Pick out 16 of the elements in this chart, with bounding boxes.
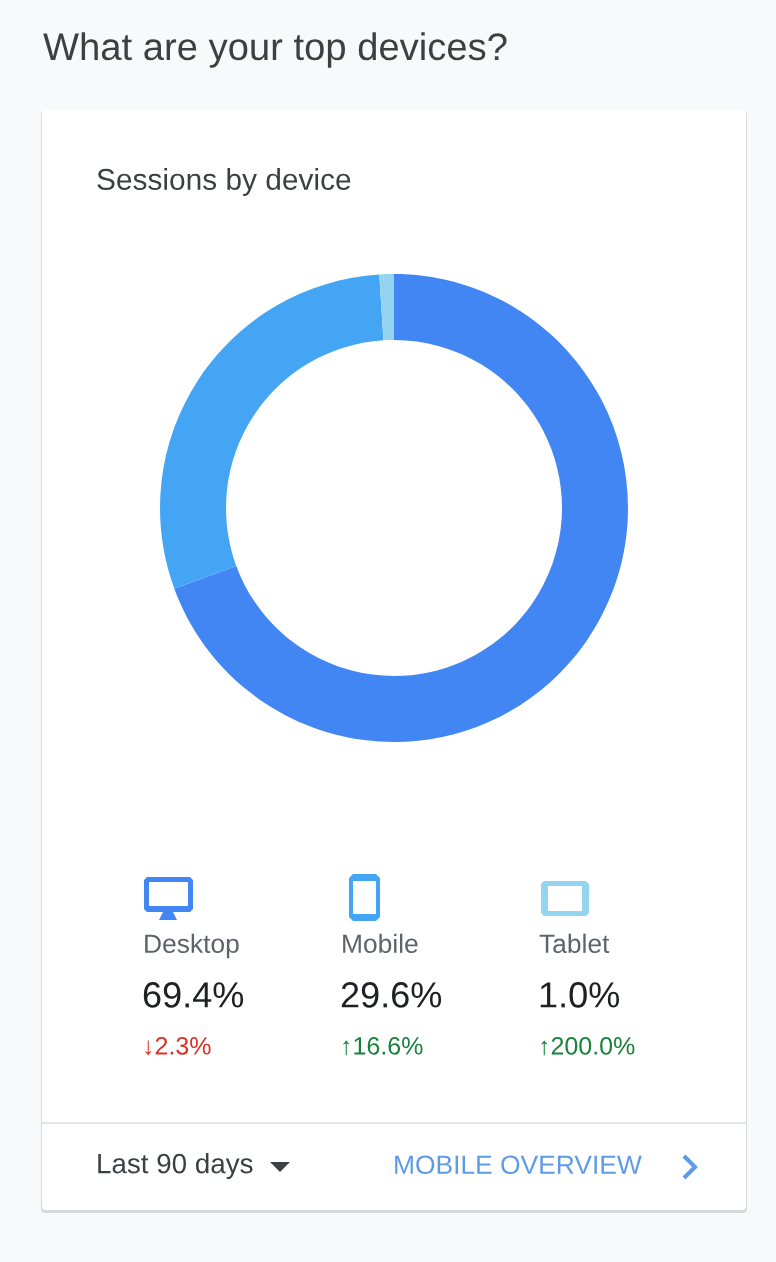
text: ↑16.6% [343, 1037, 423, 1056]
legend-label: Mobile [343, 933, 418, 954]
text: MOBILE OVERVIEW [395, 1155, 642, 1175]
donut-slice [160, 274, 384, 589]
text: ↓2.3% [145, 1037, 211, 1056]
chart-subtitle: Sessions by device [97, 168, 351, 196]
data-label: 1.0% [540, 982, 620, 1008]
legend-label: Desktop [145, 933, 239, 959]
data-label: 29.6% [341, 982, 442, 1008]
text: ↑200.0% [541, 1037, 635, 1056]
donut-slice [379, 274, 394, 341]
data-label: 69.4% [143, 982, 244, 1008]
legend-label: Tablet [539, 933, 610, 954]
text: Last 90 days [98, 1153, 253, 1179]
donut-slice [174, 274, 628, 742]
chart-title: What are your top devices? [43, 32, 507, 68]
